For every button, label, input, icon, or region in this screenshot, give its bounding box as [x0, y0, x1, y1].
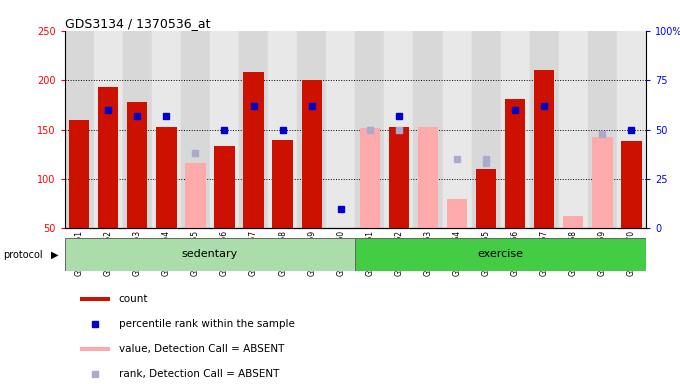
Bar: [418, 127, 438, 228]
Bar: [210, 31, 239, 228]
Bar: [447, 199, 467, 228]
Bar: [156, 127, 177, 228]
Bar: [80, 347, 110, 351]
Bar: [588, 31, 617, 228]
Bar: [297, 31, 326, 228]
Bar: [534, 70, 554, 228]
Bar: [181, 31, 210, 228]
Text: ▶: ▶: [51, 250, 58, 260]
Bar: [413, 31, 443, 228]
Bar: [622, 141, 642, 228]
Bar: [563, 216, 583, 228]
Bar: [65, 31, 94, 228]
Bar: [273, 141, 293, 228]
Bar: [360, 127, 380, 228]
Bar: [355, 238, 646, 271]
Bar: [472, 31, 500, 228]
Bar: [127, 102, 148, 228]
Bar: [384, 31, 413, 228]
Bar: [94, 31, 122, 228]
Text: value, Detection Call = ABSENT: value, Detection Call = ABSENT: [118, 344, 284, 354]
Text: rank, Detection Call = ABSENT: rank, Detection Call = ABSENT: [118, 369, 279, 379]
Bar: [530, 31, 559, 228]
Bar: [326, 31, 355, 228]
Bar: [617, 31, 646, 228]
Text: exercise: exercise: [477, 249, 524, 260]
Text: count: count: [118, 294, 148, 304]
Text: percentile rank within the sample: percentile rank within the sample: [118, 319, 294, 329]
Bar: [243, 72, 264, 228]
Bar: [268, 31, 297, 228]
Bar: [559, 31, 588, 228]
Text: sedentary: sedentary: [182, 249, 238, 260]
Text: protocol: protocol: [3, 250, 43, 260]
Bar: [65, 238, 355, 271]
Bar: [185, 163, 205, 228]
Bar: [389, 127, 409, 228]
Bar: [443, 31, 472, 228]
Text: GDS3134 / 1370536_at: GDS3134 / 1370536_at: [65, 17, 210, 30]
Bar: [152, 31, 181, 228]
Bar: [355, 31, 384, 228]
Bar: [214, 146, 235, 228]
Bar: [98, 87, 118, 228]
Bar: [69, 120, 89, 228]
Bar: [80, 297, 110, 301]
Bar: [301, 80, 322, 228]
Bar: [592, 137, 613, 228]
Bar: [476, 169, 496, 228]
Bar: [122, 31, 152, 228]
Bar: [505, 99, 526, 228]
Bar: [500, 31, 530, 228]
Bar: [239, 31, 268, 228]
